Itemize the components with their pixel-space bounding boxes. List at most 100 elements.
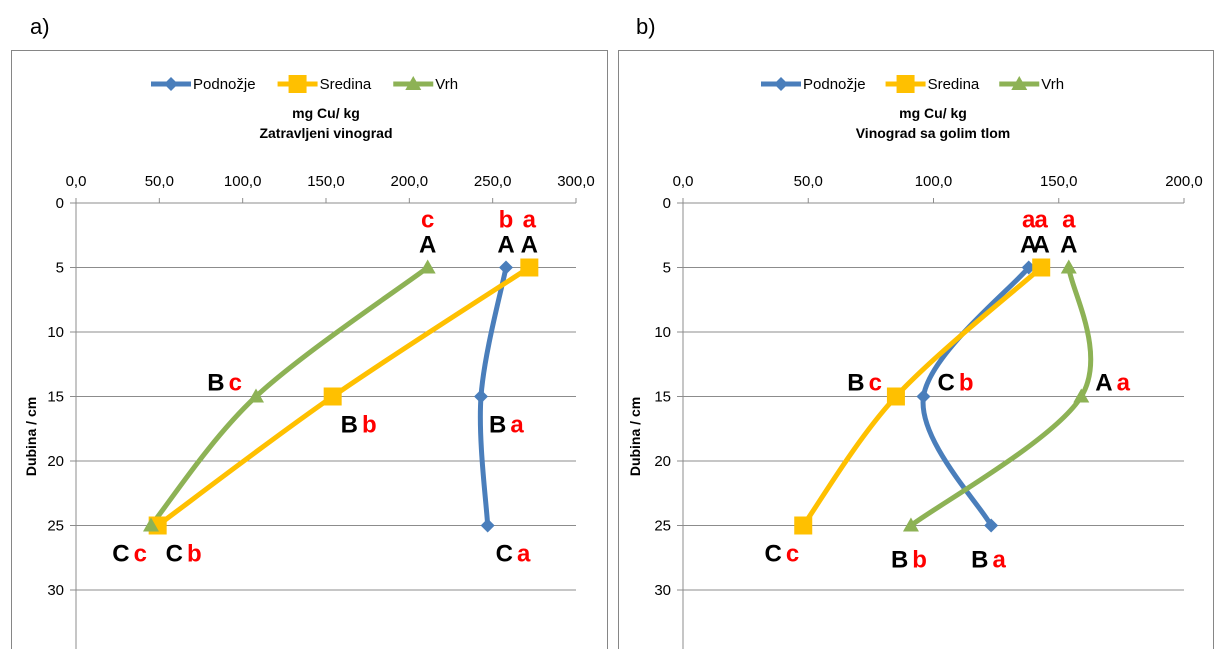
chart-b: 0 5 10 15 20 25 30 0,0 50,0 100,0 150,0 200,0 Dubina… [618,50,1214,649]
chart-subtitle: Zatravljeni vinograd [259,125,392,141]
point-label-lower: a [1035,207,1049,234]
data-point [1032,258,1051,277]
data-point [474,389,488,404]
legend-entry: Podnožje [761,76,866,93]
legend-label: Podnožje [193,76,256,93]
panel-label-a: a) [30,14,50,39]
point-label-upper: A [419,232,436,259]
point-label-upper: B [341,412,358,439]
y-tick-label: 10 [654,324,671,341]
point-label-lower: a [1117,370,1131,397]
chart-frame [618,50,1214,649]
y-tick-label: 15 [47,389,64,406]
point-label-upper: C [166,541,183,568]
y-tick-label: 0 [56,195,64,212]
point-label-lower: a [1062,207,1076,234]
x-tick-label: 50,0 [145,173,174,190]
data-point [499,260,513,275]
y-tick-label: 20 [47,453,64,470]
legend-marker [774,77,788,91]
data-point [916,389,931,404]
data-point [1060,259,1077,274]
chart-a: 0 5 10 15 20 25 300,0 50,0 100,0 150,0 200,0 250,0 3… [11,50,608,649]
data-point [143,517,159,532]
chart-title: mg Cu/ kg [292,105,360,121]
legend-label: Sredina [928,76,980,93]
point-label-lower: c [421,207,434,234]
panel-label-b: b) [636,14,656,39]
legend-entry: Sredina [277,75,372,93]
y-axis-title: Dubina / cm [23,397,39,476]
y-tick-label: 5 [56,260,64,277]
x-tick-label: 200,0 [391,173,429,190]
legend-entry: Sredina [885,75,980,93]
legend-entry: Vrh [999,76,1064,93]
y-tick-label: 25 [47,518,64,535]
point-label-upper: C [112,541,129,568]
point-label-lower: c [229,370,242,397]
point-label-lower: c [134,541,147,568]
data-point [419,259,436,274]
y-tick-label: 15 [654,389,671,406]
legend-marker [1011,76,1028,90]
point-label-upper: B [489,412,506,439]
data-point [794,516,813,535]
x-tick-label: 150,0 [307,173,345,190]
x-tick-label: 250,0 [474,173,512,190]
point-label-upper: C [765,541,782,568]
point-label-upper: B [971,547,988,574]
legend-marker [288,75,307,93]
point-label-lower: b [362,412,377,439]
point-label-lower: a [1022,207,1036,234]
x-tick-label: 0,0 [673,173,694,190]
data-point [480,518,495,533]
x-tick-label: 100,0 [224,173,262,190]
point-label-lower: b [499,207,514,234]
x-tick-label: 150,0 [1040,173,1078,190]
point-label-upper: A [521,232,538,259]
chart-subtitle: Vinograd sa golim tlom [856,125,1011,141]
legend-label: Vrh [1041,76,1064,93]
legend-marker [896,75,915,93]
point-label-lower: c [869,370,882,397]
data-point [902,517,919,532]
point-label-lower: a [992,547,1006,574]
y-tick-label: 10 [47,324,64,341]
point-label-lower: c [786,541,799,568]
point-label-upper: A [1033,232,1050,259]
x-tick-label: 200,0 [1165,173,1203,190]
chart-title: mg Cu/ kg [899,105,967,121]
y-tick-label: 20 [654,453,671,470]
x-tick-label: 50,0 [794,173,823,190]
data-point [1073,388,1090,403]
legend-marker [405,76,422,90]
data-point [248,388,264,403]
legend-entry: Vrh [393,76,458,93]
y-tick-label: 5 [663,260,671,277]
legend-marker [164,77,178,91]
point-label-upper: C [937,370,954,397]
y-tick-label: 0 [663,195,671,212]
x-tick-label: 300,0 [557,173,595,190]
y-tick-label: 30 [47,582,64,599]
point-label-upper: B [847,370,864,397]
point-label-upper: A [1060,232,1077,259]
y-tick-label: 30 [654,582,671,599]
point-label-upper: B [891,547,908,574]
legend-entry: Podnožje [151,76,256,93]
y-axis-title: Dubina / cm [627,397,643,476]
point-label-lower: a [517,541,531,568]
point-label-lower: a [510,412,524,439]
point-label-upper: A [1095,370,1112,397]
point-label-upper: A [1020,232,1037,259]
